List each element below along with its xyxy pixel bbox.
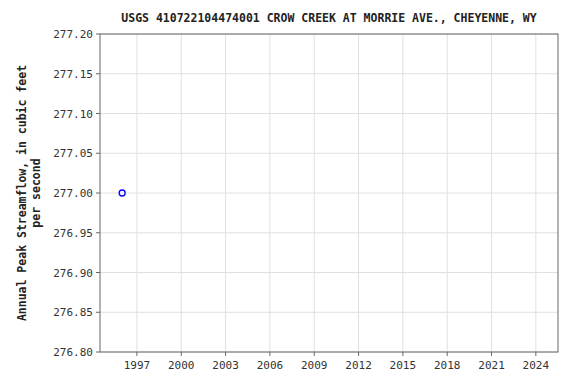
tick-label: 277.10 <box>53 108 93 121</box>
grid-line <box>100 113 558 114</box>
tick-label: 2006 <box>257 359 284 372</box>
marks <box>119 190 125 196</box>
grid-line <box>100 312 558 313</box>
title: USGS 410722104474001 CROW CREEK AT MORRI… <box>121 11 536 25</box>
tick-mark <box>225 352 226 356</box>
tick-mark <box>358 352 359 356</box>
tick-label: 277.05 <box>53 147 93 160</box>
grid-line <box>100 153 558 154</box>
tick-mark <box>269 352 270 356</box>
tick-label: 276.95 <box>53 227 93 240</box>
tick-mark <box>402 352 403 356</box>
tick-label: 2012 <box>345 359 372 372</box>
tick-label: 2021 <box>478 359 505 372</box>
tick-mark <box>96 232 100 233</box>
tick-label: 2015 <box>390 359 417 372</box>
tick-mark <box>96 272 100 273</box>
grid <box>100 34 558 352</box>
tick-mark <box>535 352 536 356</box>
tick-mark <box>96 193 100 194</box>
y-axis-label-line: per second <box>29 158 43 227</box>
tick-mark <box>96 153 100 154</box>
grid-line <box>100 73 558 74</box>
grid-line <box>100 272 558 273</box>
plot-frame <box>100 34 558 352</box>
tick-mark <box>96 34 100 35</box>
tick-mark <box>447 352 448 356</box>
grid-line <box>100 193 558 194</box>
tick-label: 2018 <box>434 359 461 372</box>
tick-label: 2003 <box>212 359 239 372</box>
tick-label: 2024 <box>523 359 550 372</box>
tick-mark <box>491 352 492 356</box>
tick-label: 277.20 <box>53 28 93 41</box>
tick-mark <box>96 312 100 313</box>
point <box>119 190 125 196</box>
tick-mark <box>96 113 100 114</box>
grid-line <box>100 232 558 233</box>
axes: 1997 2000 2003 2006 2009 2012 2015 2018 2021 2024… <box>53 28 549 372</box>
tick-mark <box>96 352 100 353</box>
tick-label: 277.15 <box>53 68 93 81</box>
tick-mark <box>181 352 182 356</box>
tick-label: 276.80 <box>53 346 93 359</box>
tick-mark <box>96 73 100 74</box>
tick-label: 2000 <box>168 359 195 372</box>
tick-label: 1997 <box>124 359 151 372</box>
tick-mark <box>314 352 315 356</box>
chart: 1997 2000 2003 2006 2009 2012 2015 2018 2021 2024… <box>0 0 576 384</box>
tick-label: 276.85 <box>53 306 93 319</box>
tick-label: 2009 <box>301 359 328 372</box>
tick-mark <box>136 352 137 356</box>
tick-label: 277.00 <box>53 187 93 200</box>
plot-area <box>100 34 558 352</box>
y-axis-label-line: Annual Peak Streamflow, in cubic feet <box>15 65 29 321</box>
y-axis-label: Annual Peak Streamflow, in cubic feetper… <box>15 65 43 321</box>
tick-label: 276.90 <box>53 267 93 280</box>
